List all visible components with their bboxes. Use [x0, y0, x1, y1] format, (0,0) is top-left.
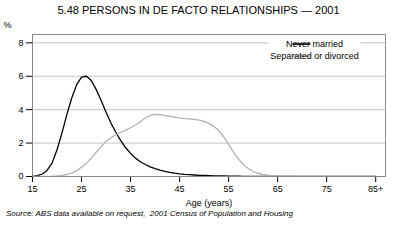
svg-text:45: 45 — [175, 184, 185, 194]
html-text:5.48 PERSONS IN DE FACTO RELAT: 5.48 PERSONS IN DE FACTO RELATIONSHIPS —… — [57, 4, 340, 16]
svg-text:Separated or divorced: Separated or divorced — [270, 51, 359, 61]
svg-text:65: 65 — [273, 184, 283, 194]
svg-text:0: 0 — [18, 171, 23, 181]
svg-text:2: 2 — [18, 138, 23, 148]
svg-text:75: 75 — [322, 184, 332, 194]
svg-text:15: 15 — [27, 184, 37, 194]
svg-text:55: 55 — [224, 184, 234, 194]
svg-text:Never married: Never married — [286, 39, 343, 49]
svg-text:%: % — [4, 20, 12, 30]
svg-text:8: 8 — [18, 38, 23, 48]
svg-text:35: 35 — [126, 184, 136, 194]
svg-text:Age (years): Age (years) — [186, 198, 233, 208]
svg-text:25: 25 — [77, 184, 87, 194]
svg-text:6: 6 — [18, 71, 23, 81]
svg-text:4: 4 — [18, 105, 23, 115]
html-text:Source: ABS data available on: Source: ABS data available on request, 2… — [6, 209, 293, 218]
svg-text:85+: 85+ — [368, 184, 383, 194]
